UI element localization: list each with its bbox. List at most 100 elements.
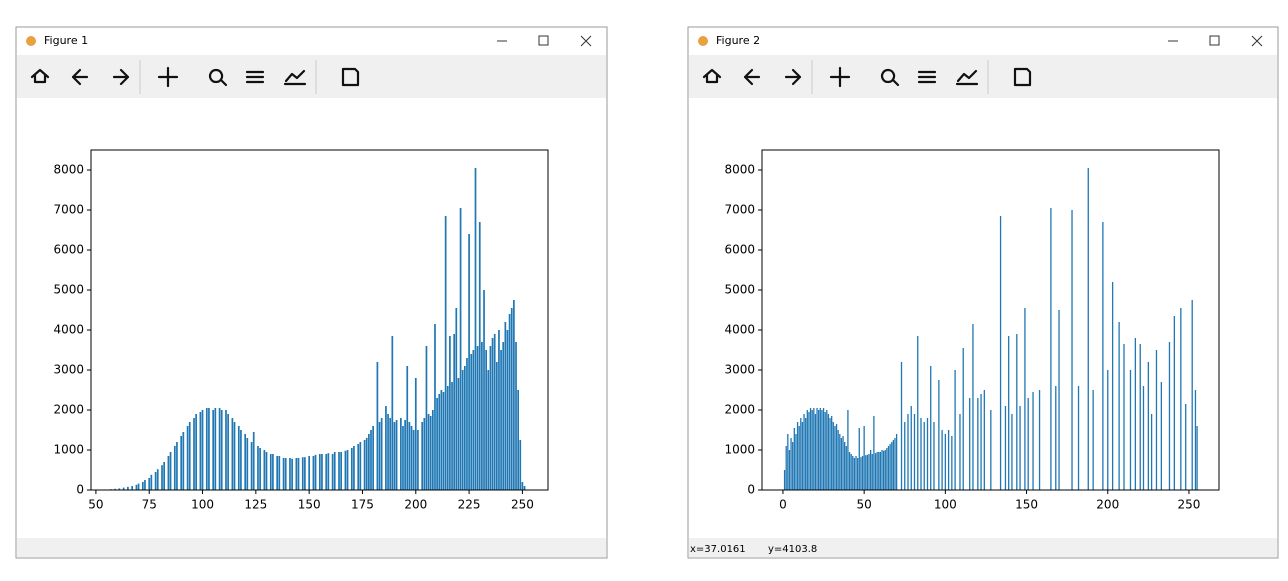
bar <box>436 398 438 490</box>
bar <box>327 453 330 490</box>
bar <box>860 457 862 490</box>
bar <box>485 350 488 490</box>
bar <box>156 469 159 490</box>
bar <box>878 452 880 490</box>
window-frame <box>687 26 1279 559</box>
bar <box>1027 398 1029 490</box>
bar <box>1055 386 1057 490</box>
bar <box>491 338 494 490</box>
bar <box>144 480 146 490</box>
bar <box>412 430 415 490</box>
bar <box>457 378 460 490</box>
bar <box>276 456 279 490</box>
bar <box>312 456 315 490</box>
bar <box>408 422 411 490</box>
bar <box>1092 390 1094 490</box>
bar <box>1077 386 1080 490</box>
bar <box>314 454 317 490</box>
bar <box>417 430 419 490</box>
bar <box>493 334 496 490</box>
y-tick-label: 8000 <box>53 163 84 177</box>
forward-button[interactable] <box>112 68 130 86</box>
bar <box>208 408 210 490</box>
close-button[interactable] <box>1251 35 1263 47</box>
bar <box>378 422 381 490</box>
bar <box>947 430 950 490</box>
close-button[interactable] <box>580 35 592 47</box>
bar <box>463 366 466 490</box>
y-tick-label: 6000 <box>724 243 755 257</box>
bar <box>517 390 519 490</box>
bar <box>400 418 402 490</box>
y-tick-label: 6000 <box>53 243 84 257</box>
forward-button[interactable] <box>784 68 802 86</box>
bar <box>487 370 490 490</box>
bar <box>1134 338 1137 490</box>
bar <box>325 454 328 490</box>
home-button[interactable] <box>30 68 50 84</box>
bar <box>879 452 882 490</box>
bar <box>127 486 129 490</box>
bar <box>848 452 851 490</box>
bar <box>868 454 870 490</box>
bar <box>459 208 462 490</box>
bar <box>269 454 272 490</box>
bar <box>150 474 153 490</box>
bar <box>990 410 992 490</box>
bar <box>1032 392 1034 490</box>
bar <box>930 366 932 490</box>
bar <box>357 444 360 490</box>
bar <box>855 456 857 490</box>
back-button[interactable] <box>71 68 89 86</box>
plot-frame <box>761 149 1220 491</box>
bar <box>796 422 799 490</box>
subplots-button[interactable] <box>245 70 265 84</box>
edit-axes-button[interactable] <box>955 69 979 86</box>
bar <box>476 346 479 490</box>
bar <box>212 410 215 490</box>
bar <box>225 410 227 490</box>
bar <box>1058 310 1060 490</box>
bar <box>826 410 828 490</box>
back-button[interactable] <box>743 68 761 86</box>
save-button[interactable] <box>341 67 360 87</box>
bar <box>385 406 387 490</box>
bar <box>489 346 492 490</box>
bar <box>478 222 481 490</box>
bar <box>318 454 321 490</box>
bar <box>220 410 223 490</box>
bar <box>808 412 810 490</box>
zoom-button[interactable] <box>880 68 900 87</box>
bar <box>904 422 906 490</box>
maximize-button[interactable] <box>1209 35 1220 46</box>
bar <box>237 426 240 490</box>
zoom-button[interactable] <box>208 68 228 87</box>
bar <box>1102 222 1104 490</box>
bar <box>792 442 794 490</box>
bar <box>858 428 860 490</box>
bar <box>425 346 428 490</box>
pan-button[interactable] <box>157 66 179 88</box>
bar <box>466 358 468 490</box>
bar <box>882 450 885 490</box>
maximize-button[interactable] <box>538 35 549 46</box>
bar <box>839 434 841 490</box>
subplots-button[interactable] <box>917 70 937 84</box>
bar <box>131 486 134 490</box>
bar <box>218 408 221 490</box>
save-button[interactable] <box>1013 67 1032 87</box>
bar <box>972 324 974 490</box>
bar <box>980 394 982 490</box>
bar <box>1123 344 1125 490</box>
bar <box>250 442 253 490</box>
pan-button[interactable] <box>829 66 851 88</box>
home-button[interactable] <box>702 68 722 84</box>
bar <box>167 456 170 490</box>
bar <box>847 410 849 490</box>
y-tick-label: 4000 <box>53 323 84 337</box>
edit-axes-button[interactable] <box>283 69 307 86</box>
bar <box>195 414 197 490</box>
bar <box>795 434 797 490</box>
bar <box>926 418 929 490</box>
bar <box>446 386 449 490</box>
